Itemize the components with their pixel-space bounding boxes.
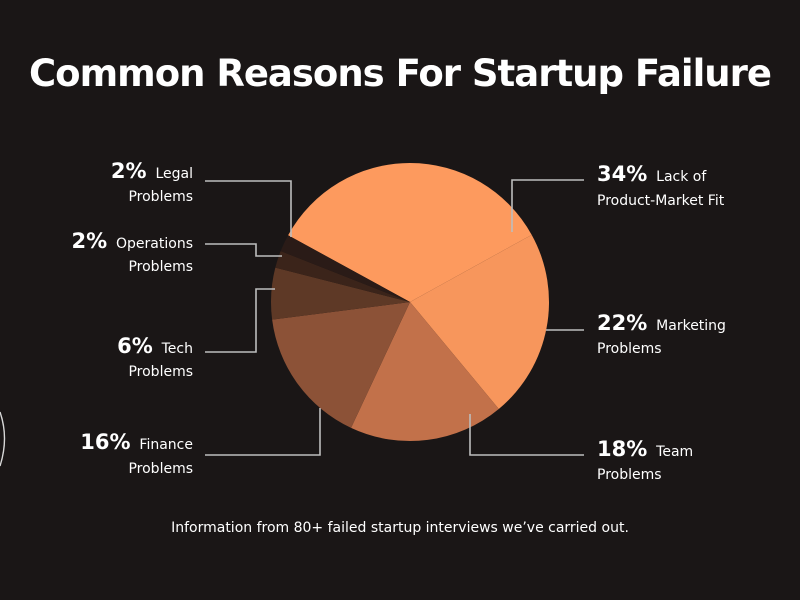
slice-percent: 6% (117, 334, 153, 358)
pie-slice (275, 251, 410, 302)
slice-category: Finance (131, 437, 193, 453)
leader-line (205, 180, 292, 237)
slice-category: Legal (147, 166, 193, 182)
slice-label-line2: Problems (128, 364, 193, 380)
slice-label-line2: Problems (128, 189, 193, 205)
chart-title: Common Reasons For Startup Failure (29, 52, 772, 95)
slice-label-line1: 6% Tech (117, 334, 193, 358)
footnote: Information from 80+ failed startup inte… (171, 520, 629, 536)
slice-labels: 34% Lack of Product-Market Fit 22% Marketi… (71, 159, 725, 483)
slice-label-line2: Problems (128, 461, 193, 477)
leader-line (469, 414, 584, 456)
pie-slice (410, 234, 550, 409)
slice-label-line1: 18% Team (597, 437, 693, 461)
leader-line (205, 243, 282, 257)
pie-slice (280, 235, 410, 302)
slice-label-line2: Product-Market Fit (597, 193, 725, 209)
slice-percent: 22% (597, 311, 647, 335)
slice-category: Team (647, 444, 693, 460)
slice-percent: 34% (597, 162, 647, 186)
slice-label-line1: 22% Marketing (597, 311, 726, 335)
slice-category: Operations (107, 236, 193, 252)
slice-percent: 16% (80, 430, 130, 454)
pie-slice (288, 163, 532, 302)
leader-line (205, 288, 275, 353)
slice-category: Tech (153, 341, 193, 357)
slice-percent: 2% (71, 229, 107, 253)
slice-label-line1: 2% Operations (71, 229, 193, 253)
slice-label-line2: Problems (597, 467, 662, 483)
slice-category: Marketing (647, 318, 726, 334)
pie-slice (271, 267, 410, 320)
slice-label-line1: 2% Legal (111, 159, 193, 183)
slice-percent: 2% (111, 159, 147, 183)
pie-slices (271, 163, 550, 441)
slice-label-line2: Problems (597, 341, 662, 357)
pie-slice (351, 302, 499, 441)
leader-lines (205, 179, 584, 456)
slice-label-line1: 16% Finance (80, 430, 193, 454)
slice-percent: 18% (597, 437, 647, 461)
decorative-arc (0, 411, 6, 467)
slice-category: Lack of (647, 169, 707, 185)
leader-line (205, 408, 321, 456)
leader-line (511, 179, 584, 232)
pie-slice (272, 302, 410, 428)
slice-label-line1: 34% Lack of (597, 162, 707, 186)
slice-label-line2: Problems (128, 259, 193, 275)
